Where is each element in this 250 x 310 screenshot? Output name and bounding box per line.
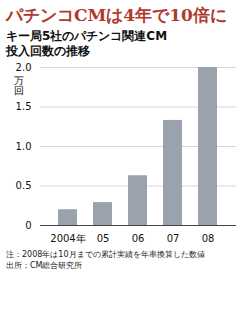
html-text:注：2008年は10月までの累計実績を年率換算した数値: 注：2008年は10月までの累計実績を年率換算した数値 bbox=[6, 250, 205, 259]
svg-text:1.5: 1.5 bbox=[16, 101, 32, 112]
svg-text:2.0: 2.0 bbox=[16, 62, 32, 73]
svg-text:08: 08 bbox=[202, 233, 215, 244]
svg-text:06: 06 bbox=[132, 233, 145, 244]
svg-text:0: 0 bbox=[25, 220, 31, 231]
svg-text:0.5: 0.5 bbox=[16, 180, 32, 191]
html-text:投入回数の推移: 投入回数の推移 bbox=[6, 44, 90, 58]
svg-text:05: 05 bbox=[97, 233, 110, 244]
html-text:パチンコCMは4年で10倍に: パチンコCMは4年で10倍に bbox=[6, 5, 227, 25]
svg-text:2004年: 2004年 bbox=[50, 233, 85, 244]
svg-text:万回: 万回 bbox=[14, 75, 24, 96]
html-text:出所：CM総合研究所: 出所：CM総合研究所 bbox=[6, 261, 83, 270]
svg-text:07: 07 bbox=[167, 233, 180, 244]
svg-text:1.0: 1.0 bbox=[16, 141, 32, 152]
html-text:キー局5社のパチンコ関連CM: キー局5社のパチンコ関連CM bbox=[6, 29, 168, 43]
